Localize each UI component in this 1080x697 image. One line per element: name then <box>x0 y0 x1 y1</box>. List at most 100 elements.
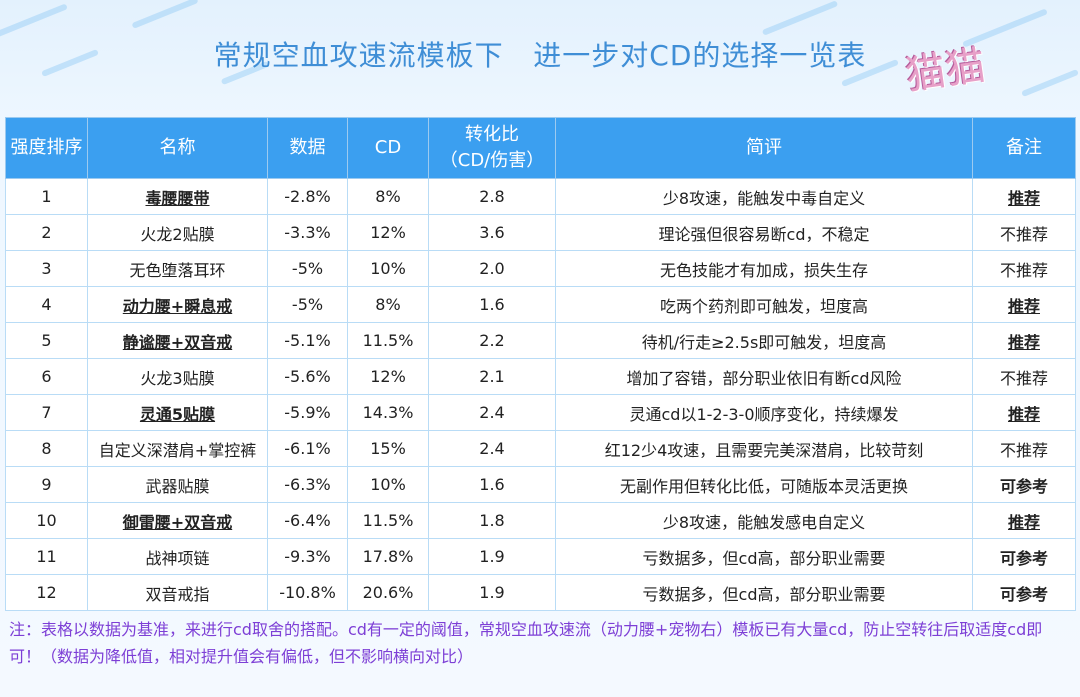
cell-name: 无色堕落耳环 <box>87 250 268 287</box>
table-row: 5 静谧腰+双音戒 -5.1% 11.5% 2.2 待机/行走≥2.5s即可触发，坦度高推… <box>5 322 1076 359</box>
cell-comment: 无副作用但转化比低，可随版本灵活更换 <box>555 466 973 503</box>
table-row: 1 毒腰腰带 -2.8% 8% 2.8 少8攻速，能触发中毒自定义 推荐 <box>5 178 1076 215</box>
cell-cd: 12% <box>347 358 429 395</box>
cell-note: 不推荐 <box>972 250 1076 287</box>
cell-ratio: 1.9 <box>428 538 556 575</box>
cell-comment: 亏数据多，但cd高，部分职业需要 <box>555 538 973 575</box>
cell-cd: 15% <box>347 430 429 467</box>
cell-cd: 20.6% <box>347 574 429 611</box>
cell-rank: 9 <box>5 466 88 503</box>
cell-note: 推荐 <box>972 502 1076 539</box>
cell-name: 御雷腰+双音戒 <box>87 502 268 539</box>
cell-comment: 吃两个药剂即可触发，坦度高 <box>555 286 973 323</box>
cell-data: -5.1% <box>267 322 348 359</box>
cell-rank: 7 <box>5 394 88 431</box>
cell-ratio: 1.8 <box>428 502 556 539</box>
header-data: 数据 <box>267 117 348 179</box>
cell-cd: 12% <box>347 214 429 251</box>
cell-cd: 11.5% <box>347 322 429 359</box>
header-rank: 强度排序 <box>5 117 88 179</box>
cell-data: -5% <box>267 286 348 323</box>
cell-ratio: 1.6 <box>428 286 556 323</box>
cell-rank: 11 <box>5 538 88 575</box>
cell-cd: 14.3% <box>347 394 429 431</box>
table-row: 3 无色堕落耳环 -5% 10% 2.0 无色技能才有加成，损失生存 不推荐 <box>5 250 1076 287</box>
header-ratio: 转化比 （CD/伤害） <box>428 117 556 179</box>
cell-note: 不推荐 <box>972 358 1076 395</box>
table-row: 2 火龙2贴膜 -3.3% 12% 3.6 理论强但很容易断cd，不稳定 不推荐 <box>5 214 1076 251</box>
cell-name: 静谧腰+双音戒 <box>87 322 268 359</box>
cell-data: -3.3% <box>267 214 348 251</box>
cell-note: 可参考 <box>972 538 1076 575</box>
cell-rank: 12 <box>5 574 88 611</box>
cell-note: 推荐 <box>972 286 1076 323</box>
cell-name: 动力腰+瞬息戒 <box>87 286 268 323</box>
cell-name: 武器贴膜 <box>87 466 268 503</box>
cell-note: 推荐 <box>972 322 1076 359</box>
cell-rank: 8 <box>5 430 88 467</box>
cell-cd: 11.5% <box>347 502 429 539</box>
cell-note: 推荐 <box>972 394 1076 431</box>
table-row: 11 战神项链 -9.3% 17.8% 1.9 亏数据多，但cd高，部分职业需要 可参考 <box>5 538 1076 575</box>
cell-rank: 10 <box>5 502 88 539</box>
cell-comment: 待机/行走≥2.5s即可触发，坦度高 <box>555 322 973 359</box>
cell-ratio: 2.2 <box>428 322 556 359</box>
cell-cd: 8% <box>347 286 429 323</box>
cell-data: -2.8% <box>267 178 348 215</box>
footnote: 注：表格以数据为基准，来进行cd取舍的搭配。cd有一定的阈值，常规空血攻速流（动… <box>9 620 1043 666</box>
table-row: 6 火龙3贴膜 -5.6% 12% 2.1 增加了容错，部分职业依旧有断cd风险 不推荐 <box>5 358 1076 395</box>
cell-comment: 理论强但很容易断cd，不稳定 <box>555 214 973 251</box>
table-row: 7 灵通5贴膜 -5.9% 14.3% 2.4 灵通cd以1-2-3-0顺序变化，持续爆发… <box>5 394 1076 431</box>
cell-data: -6.4% <box>267 502 348 539</box>
cell-cd: 8% <box>347 178 429 215</box>
cd-comparison-table: 强度排序 名称 数据 CD 转化比 （CD/伤害） 简评 备注 1 毒腰腰带 -2.… <box>5 117 1076 611</box>
cell-note: 可参考 <box>972 574 1076 611</box>
cell-name: 火龙3贴膜 <box>87 358 268 395</box>
cell-data: -5.9% <box>267 394 348 431</box>
cell-name: 毒腰腰带 <box>87 178 268 215</box>
cell-ratio: 3.6 <box>428 214 556 251</box>
page-title: 常规空血攻速流模板下 进一步对CD的选择一览表 <box>213 39 867 72</box>
cell-rank: 6 <box>5 358 88 395</box>
cell-data: -6.1% <box>267 430 348 467</box>
header-note: 备注 <box>972 117 1076 179</box>
cell-comment: 少8攻速，能触发中毒自定义 <box>555 178 973 215</box>
header-comment: 简评 <box>555 117 973 179</box>
cell-ratio: 2.4 <box>428 430 556 467</box>
cell-ratio: 2.0 <box>428 250 556 287</box>
cat-stamp: 猫猫 <box>902 42 989 100</box>
cell-name: 自定义深潜肩+掌控裤 <box>87 430 268 467</box>
cell-ratio: 2.4 <box>428 394 556 431</box>
table-row: 10 御雷腰+双音戒 -6.4% 11.5% 1.8 少8攻速，能触发感电自定义 推荐 <box>5 502 1076 539</box>
cell-cd: 17.8% <box>347 538 429 575</box>
cell-rank: 1 <box>5 178 88 215</box>
cell-name: 灵通5贴膜 <box>87 394 268 431</box>
cell-comment: 亏数据多，但cd高，部分职业需要 <box>555 574 973 611</box>
header-cd: CD <box>347 117 429 179</box>
cell-note: 不推荐 <box>972 214 1076 251</box>
cell-rank: 3 <box>5 250 88 287</box>
cell-ratio: 2.1 <box>428 358 556 395</box>
cell-name: 战神项链 <box>87 538 268 575</box>
cell-data: -9.3% <box>267 538 348 575</box>
cell-ratio: 1.9 <box>428 574 556 611</box>
cell-cd: 10% <box>347 250 429 287</box>
cell-comment: 无色技能才有加成，损失生存 <box>555 250 973 287</box>
table-row: 9 武器贴膜 -6.3% 10% 1.6 无副作用但转化比低，可随版本灵活更换 可参考 <box>5 466 1076 503</box>
table-row: 12 双音戒指 -10.8% 20.6% 1.9 亏数据多，但cd高，部分职业需要 可参考 <box>5 574 1076 611</box>
cell-name: 火龙2贴膜 <box>87 214 268 251</box>
cell-rank: 5 <box>5 322 88 359</box>
cell-note: 推荐 <box>972 178 1076 215</box>
cell-rank: 2 <box>5 214 88 251</box>
header-name: 名称 <box>87 117 268 179</box>
table-row: 4 动力腰+瞬息戒 -5% 8% 1.6 吃两个药剂即可触发，坦度高 推荐 <box>5 286 1076 323</box>
cell-rank: 4 <box>5 286 88 323</box>
cell-note: 可参考 <box>972 466 1076 503</box>
cell-data: -6.3% <box>267 466 348 503</box>
cell-comment: 增加了容错，部分职业依旧有断cd风险 <box>555 358 973 395</box>
cell-ratio: 1.6 <box>428 466 556 503</box>
cell-ratio: 2.8 <box>428 178 556 215</box>
cell-note: 不推荐 <box>972 430 1076 467</box>
table-row: 8 自定义深潜肩+掌控裤 -6.1% 15% 2.4 红12少4攻速，且需要完美深潜肩，比… <box>5 430 1076 467</box>
cell-comment: 红12少4攻速，且需要完美深潜肩，比较苛刻 <box>555 430 973 467</box>
